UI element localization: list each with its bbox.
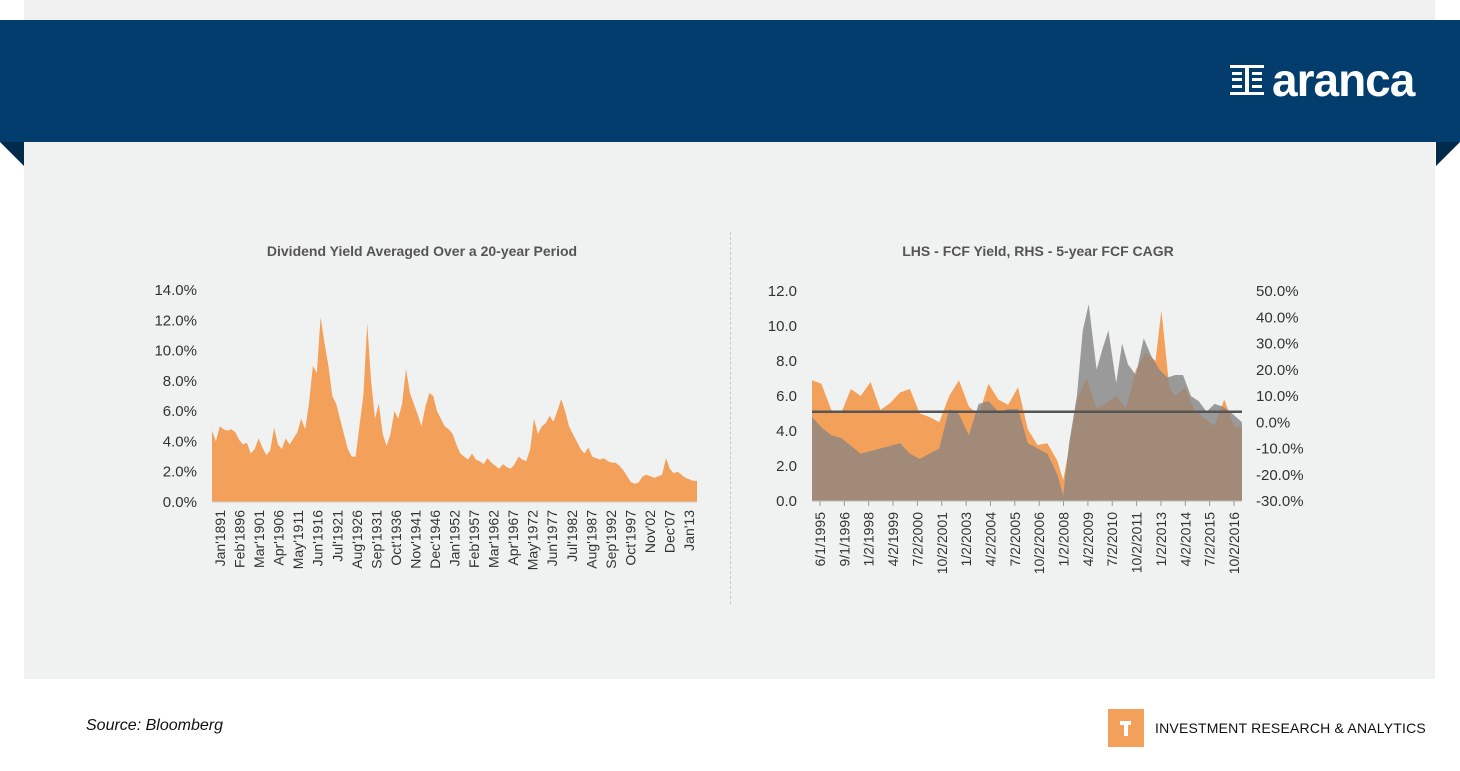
chart2-left-ytick-label: 6.0: [776, 388, 797, 405]
chart1-xtick-label: Jun'1977: [544, 510, 560, 567]
chart2-xtick-label: 4/2/2009: [1080, 512, 1096, 567]
chart2-xtick-label: 9/1/1996: [836, 512, 852, 567]
chart2-xtick-label: 10/2/2006: [1031, 512, 1047, 574]
chart1-ytick-label: 2.0%: [163, 464, 197, 481]
chart1-xtick-label: Sep'1931: [368, 510, 384, 569]
chart1-xtick-label: Aug'1926: [349, 510, 365, 569]
chart1-xtick-label: Feb'1957: [466, 510, 482, 568]
chart2-xtick-label: 1/2/2013: [1153, 512, 1169, 567]
chart1-ytick-label: 8.0%: [163, 373, 197, 390]
chart1-xtick-label: Mar'1901: [251, 510, 267, 568]
chart1-xtick-label: Apr'1906: [271, 510, 287, 566]
chart1-xtick-label: Apr'1967: [505, 510, 521, 566]
chart2-xtick-label: 10/2/2011: [1129, 512, 1145, 573]
source-note: Source: Bloomberg: [86, 717, 223, 734]
aranca-footer-icon: [1120, 721, 1131, 736]
chart2-title: LHS - FCF Yield, RHS - 5-year FCF CAGR: [902, 243, 1173, 259]
chart2-right-ytick-label: 20.0%: [1256, 362, 1299, 379]
chart2-overlap-area: [812, 310, 1242, 501]
chart1-xtick-label: Jun'1916: [310, 510, 326, 567]
banner-fold-left: [0, 142, 24, 166]
chart2-right-ytick-label: -10.0%: [1256, 441, 1304, 458]
chart1-xtick-label: Jan'1952: [447, 510, 463, 567]
chart1-xtick-label: Aug'1987: [583, 510, 599, 569]
chart1-ytick-label: 6.0%: [163, 403, 197, 420]
header-banner: [0, 20, 1460, 142]
chart1-ytick-label: 10.0%: [154, 343, 197, 360]
chart1-ytick-label: 0.0%: [163, 494, 197, 511]
chart1-xtick-label: Sep'1992: [603, 510, 619, 569]
chart1-xtick-label: Feb'1896: [232, 510, 248, 568]
chart1-xtick-label: Jan'13: [681, 510, 697, 551]
chart1-ytick-label: 12.0%: [154, 312, 197, 329]
chart2-right-ytick-label: 10.0%: [1256, 388, 1299, 405]
chart1-xtick-label: Jan'1891: [212, 510, 228, 567]
chart1-xtick-label: Jul'1921: [329, 510, 345, 562]
chart2-left-ytick-label: 4.0: [776, 423, 797, 440]
chart2-xtick-label: 4/2/2004: [982, 512, 998, 567]
chart2-left-ytick-label: 0.0: [776, 493, 797, 510]
chart1-xtick-label: Oct'1936: [388, 510, 404, 566]
chart1-title: Dividend Yield Averaged Over a 20-year P…: [267, 243, 577, 259]
chart2-xtick-label: 1/2/2008: [1056, 512, 1072, 567]
banner-fold-right: [1436, 142, 1460, 166]
chart1-xtick-label: Oct'1997: [622, 510, 638, 566]
chart2-right-ytick-label: 0.0%: [1256, 414, 1290, 431]
chart2-left-ytick-label: 12.0: [768, 283, 797, 300]
chart1-xtick-label: Mar'1962: [486, 510, 502, 568]
chart1-area-series: [212, 317, 697, 502]
chart2-xtick-label: 7/2/2005: [1007, 512, 1023, 567]
chart1-xtick-label: May'1911: [290, 510, 306, 569]
footer-tagline: INVESTMENT RESEARCH & ANALYTICS: [1155, 720, 1426, 736]
chart2-right-ytick-label: 30.0%: [1256, 336, 1299, 353]
chart1-xtick-label: Nov'02: [642, 510, 658, 553]
chart2-xtick-label: 1/2/2003: [958, 512, 974, 567]
chart2-xtick-label: 6/1/1995: [812, 512, 828, 567]
chart2-xtick-label: 10/2/2016: [1226, 512, 1242, 574]
chart2-left-ytick-label: 2.0: [776, 458, 797, 475]
brand-name: aranca: [1272, 54, 1415, 106]
chart2-xtick-label: 4/2/2014: [1177, 512, 1193, 567]
chart2-right-ytick-label: 40.0%: [1256, 309, 1299, 326]
chart2-xtick-label: 4/2/1999: [885, 512, 901, 567]
chart2-xtick-label: 7/2/2010: [1104, 512, 1120, 567]
top-strip: [24, 0, 1435, 20]
chart-divider: [730, 232, 731, 604]
aranca-mark-icon: [1230, 65, 1264, 95]
chart1-xtick-label: Nov'1941: [407, 510, 423, 569]
footer-logo: [1108, 709, 1144, 747]
chart2-xtick-label: 10/2/2001: [934, 512, 950, 574]
chart2-left-ytick-label: 8.0: [776, 353, 797, 370]
chart1-ytick-label: 4.0%: [163, 433, 197, 450]
chart1-xtick-label: Jul'1982: [564, 510, 580, 562]
chart1-xtick-label: Dec'07: [661, 510, 677, 553]
chart2-xtick-label: 7/2/2015: [1202, 512, 1218, 567]
chart1-xtick-label: May'1972: [525, 510, 541, 570]
chart1-xtick-label: Dec'1946: [427, 510, 443, 569]
chart2-right-ytick-label: -20.0%: [1256, 467, 1304, 484]
chart2-right-ytick-label: 50.0%: [1256, 283, 1299, 300]
brand-logo: aranca: [1230, 52, 1415, 108]
chart1-ytick-label: 14.0%: [154, 282, 197, 299]
chart2-left-ytick-label: 10.0: [768, 318, 797, 335]
chart2-xtick-label: 7/2/2000: [909, 512, 925, 567]
chart2-right-ytick-label: -30.0%: [1256, 493, 1304, 510]
chart2-xtick-label: 1/2/1998: [861, 512, 877, 567]
